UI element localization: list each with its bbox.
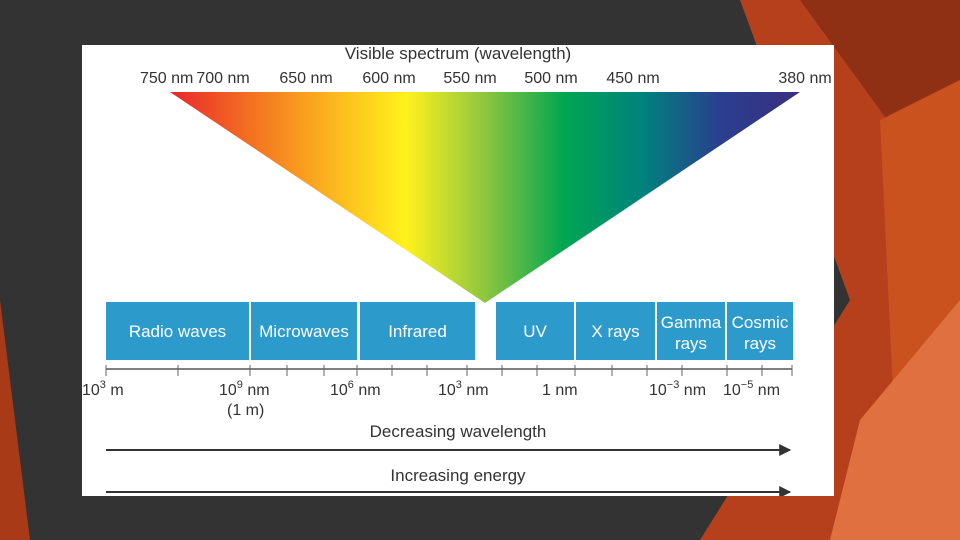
scale-base: 10 [723, 382, 741, 399]
visible-tick-label: 450 nm [606, 70, 659, 87]
em-spectrum-diagram: Visible spectrum (wavelength) 750 nm 700 … [82, 45, 832, 496]
trend-arrows: Decreasing wavelength Increasing energy [106, 422, 792, 496]
scale-unit: nm [462, 382, 489, 399]
scale-label: 103 m [82, 379, 124, 399]
band-label: rays [744, 334, 776, 353]
band: Gamma rays [657, 302, 725, 360]
wavelength-scale-labels: 103 m 109 nm(1 m)106 nm 103 nm 1 nm 10−3 nm 1… [82, 379, 780, 419]
band-label: Gamma [661, 313, 722, 332]
arrow-label: Decreasing wavelength [370, 422, 547, 441]
scale-base: 10 [82, 382, 100, 399]
band: X rays [576, 302, 655, 360]
scale-label: 106 nm [330, 379, 381, 399]
scale-exponent: 9 [237, 379, 243, 391]
band-label: rays [675, 334, 707, 353]
scale-unit: nm [354, 382, 381, 399]
scale-sub-label: (1 m) [227, 402, 264, 419]
scale-unit: nm [679, 382, 706, 399]
band: Infrared [360, 302, 475, 360]
scale-minor-ticks [105, 365, 793, 376]
scale-base: 10 [649, 382, 667, 399]
band-box [251, 302, 357, 360]
visible-tick-label: 650 nm [279, 70, 332, 87]
decor-shape-light [830, 300, 960, 540]
band-label: Microwaves [259, 322, 349, 341]
scale-label: 103 nm [438, 379, 489, 399]
visible-spectrum-fan [170, 92, 800, 303]
band: Radio waves [106, 302, 249, 360]
visible-tick-label: 550 nm [443, 70, 496, 87]
scale-exponent: 3 [456, 379, 462, 391]
scale-base: 10 [219, 382, 237, 399]
spectrum-bands: Radio waves Microwaves Infrared UV X rays Gam… [106, 302, 793, 360]
band: UV [496, 302, 574, 360]
scale-label: 1 nm [542, 382, 578, 399]
scale-exponent: 3 [100, 379, 106, 391]
scale-unit: 1 nm [542, 382, 578, 399]
visible-tick-label: 600 nm [362, 70, 415, 87]
arrow-label: Increasing energy [390, 466, 526, 485]
band-box [360, 302, 475, 360]
band-label: Infrared [388, 322, 447, 341]
band-box [657, 302, 725, 360]
decor-shape-left [0, 300, 30, 540]
band-box [496, 302, 574, 360]
band-box [106, 302, 249, 360]
scale-exponent: −3 [667, 379, 680, 391]
scale-base: 10 [438, 382, 456, 399]
band-box [727, 302, 793, 360]
visible-tick-label: 750 nm [140, 70, 193, 87]
scale-unit: m [106, 382, 124, 399]
scale-label: 10−3 nm [649, 379, 706, 399]
visible-tick-label: 700 nm [196, 70, 249, 87]
band-box [576, 302, 655, 360]
band-label: UV [523, 322, 547, 341]
band: Microwaves [251, 302, 357, 360]
spectrum-image: Visible spectrum (wavelength) 750 nm 700 … [82, 45, 834, 496]
band: Cosmic rays [727, 302, 793, 360]
visible-tick-labels: 750 nm 700 nm 650 nm 600 nm 550 nm 500 nm 450 … [140, 70, 832, 87]
scale-label: 109 nm [219, 379, 270, 399]
scale-exponent: −5 [741, 379, 754, 391]
visible-tick-label: 380 nm [778, 70, 831, 87]
band-label: Cosmic [732, 313, 789, 332]
scale-unit: nm [753, 382, 780, 399]
scale-base: 10 [330, 382, 348, 399]
scale-exponent: 6 [348, 379, 354, 391]
visible-tick-label: 500 nm [524, 70, 577, 87]
scale-label: 10−5 nm [723, 379, 780, 399]
band-label: X rays [591, 322, 639, 341]
visible-spectrum-title: Visible spectrum (wavelength) [345, 45, 571, 63]
band-label: Radio waves [129, 322, 226, 341]
scale-unit: nm [243, 382, 270, 399]
